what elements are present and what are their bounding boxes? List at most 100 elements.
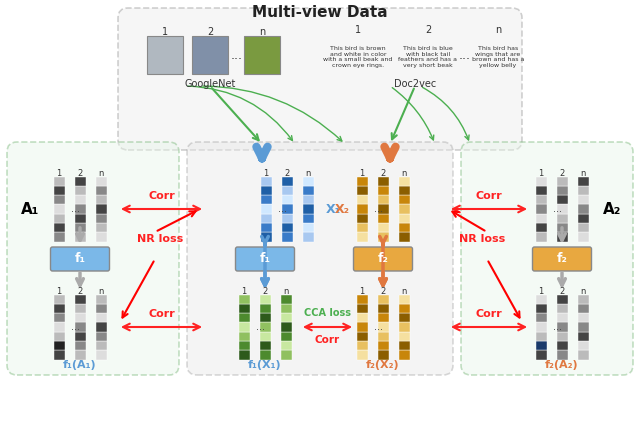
Bar <box>54 223 65 232</box>
Bar <box>54 176 65 186</box>
Bar <box>260 195 271 204</box>
Bar <box>356 304 367 313</box>
Bar <box>54 195 65 204</box>
Bar <box>356 176 367 186</box>
Text: 1: 1 <box>56 168 61 178</box>
Bar <box>577 176 589 186</box>
Bar <box>378 223 388 232</box>
Text: A₂: A₂ <box>603 201 621 216</box>
Bar <box>557 313 568 322</box>
FancyBboxPatch shape <box>118 8 522 150</box>
Text: 2: 2 <box>559 287 564 295</box>
Bar <box>95 232 106 241</box>
Bar <box>577 232 589 241</box>
Text: ...: ... <box>231 49 243 62</box>
Text: n: n <box>259 27 265 37</box>
Bar <box>74 322 86 332</box>
Text: n: n <box>495 25 501 35</box>
Bar <box>356 186 367 195</box>
Bar <box>303 195 314 204</box>
Bar <box>356 322 367 332</box>
Bar <box>536 214 547 223</box>
Text: n: n <box>284 287 289 295</box>
Text: 2: 2 <box>77 168 83 178</box>
Bar <box>303 232 314 241</box>
Bar <box>399 332 410 341</box>
Bar <box>74 195 86 204</box>
Bar <box>260 176 271 186</box>
Text: 1: 1 <box>56 287 61 295</box>
Bar <box>280 350 291 360</box>
Text: NR loss: NR loss <box>459 234 505 244</box>
Bar <box>260 214 271 223</box>
Bar <box>54 332 65 341</box>
Bar <box>74 186 86 195</box>
FancyBboxPatch shape <box>353 247 413 271</box>
Bar <box>95 223 106 232</box>
Bar <box>399 295 410 304</box>
Bar <box>54 232 65 241</box>
Bar <box>303 214 314 223</box>
Text: 1: 1 <box>355 25 361 35</box>
Text: n: n <box>401 287 406 295</box>
Text: Corr: Corr <box>314 335 340 345</box>
Bar <box>577 341 589 350</box>
Bar <box>378 341 388 350</box>
Bar <box>239 313 250 322</box>
Bar <box>399 186 410 195</box>
Bar <box>74 204 86 214</box>
Text: f₁(A₁): f₁(A₁) <box>63 360 97 370</box>
Bar <box>399 214 410 223</box>
Text: ...: ... <box>71 322 80 332</box>
Bar <box>399 341 410 350</box>
Bar <box>54 341 65 350</box>
Bar <box>95 204 106 214</box>
Bar <box>282 232 292 241</box>
Bar <box>536 176 547 186</box>
Bar <box>399 322 410 332</box>
Bar <box>577 195 589 204</box>
Bar <box>95 304 106 313</box>
Bar <box>303 204 314 214</box>
Bar <box>74 223 86 232</box>
Bar <box>259 332 271 341</box>
Bar <box>303 186 314 195</box>
Bar <box>54 322 65 332</box>
Text: ...: ... <box>459 49 471 62</box>
Bar <box>282 176 292 186</box>
Bar <box>147 36 183 74</box>
Bar <box>74 232 86 241</box>
Text: n: n <box>305 168 310 178</box>
Text: ...: ... <box>374 204 383 214</box>
Text: 2: 2 <box>559 168 564 178</box>
Text: This bird has
wings that are
brown and has a
yellow belly: This bird has wings that are brown and h… <box>472 46 524 68</box>
Bar <box>356 223 367 232</box>
Bar <box>244 36 280 74</box>
Text: 2: 2 <box>262 287 268 295</box>
Bar <box>74 341 86 350</box>
Text: 1: 1 <box>360 287 365 295</box>
Text: f₁: f₁ <box>74 252 86 265</box>
Text: 1: 1 <box>538 287 543 295</box>
Text: A₁: A₁ <box>21 201 39 216</box>
Bar <box>54 304 65 313</box>
Bar <box>536 223 547 232</box>
Bar <box>303 176 314 186</box>
Bar <box>260 204 271 214</box>
Text: This bird is brown
and white in color
with a small beak and
crown eye rings.: This bird is brown and white in color wi… <box>323 46 393 68</box>
Text: ...: ... <box>553 204 562 214</box>
Bar <box>356 295 367 304</box>
Bar <box>95 350 106 360</box>
Text: n: n <box>99 168 104 178</box>
Bar <box>280 332 291 341</box>
Bar <box>557 195 568 204</box>
Bar <box>399 204 410 214</box>
Bar <box>74 304 86 313</box>
Bar <box>74 214 86 223</box>
Text: 1: 1 <box>162 27 168 37</box>
Bar <box>399 176 410 186</box>
Text: n: n <box>580 168 586 178</box>
Bar <box>95 295 106 304</box>
Bar <box>74 313 86 322</box>
Bar <box>95 176 106 186</box>
